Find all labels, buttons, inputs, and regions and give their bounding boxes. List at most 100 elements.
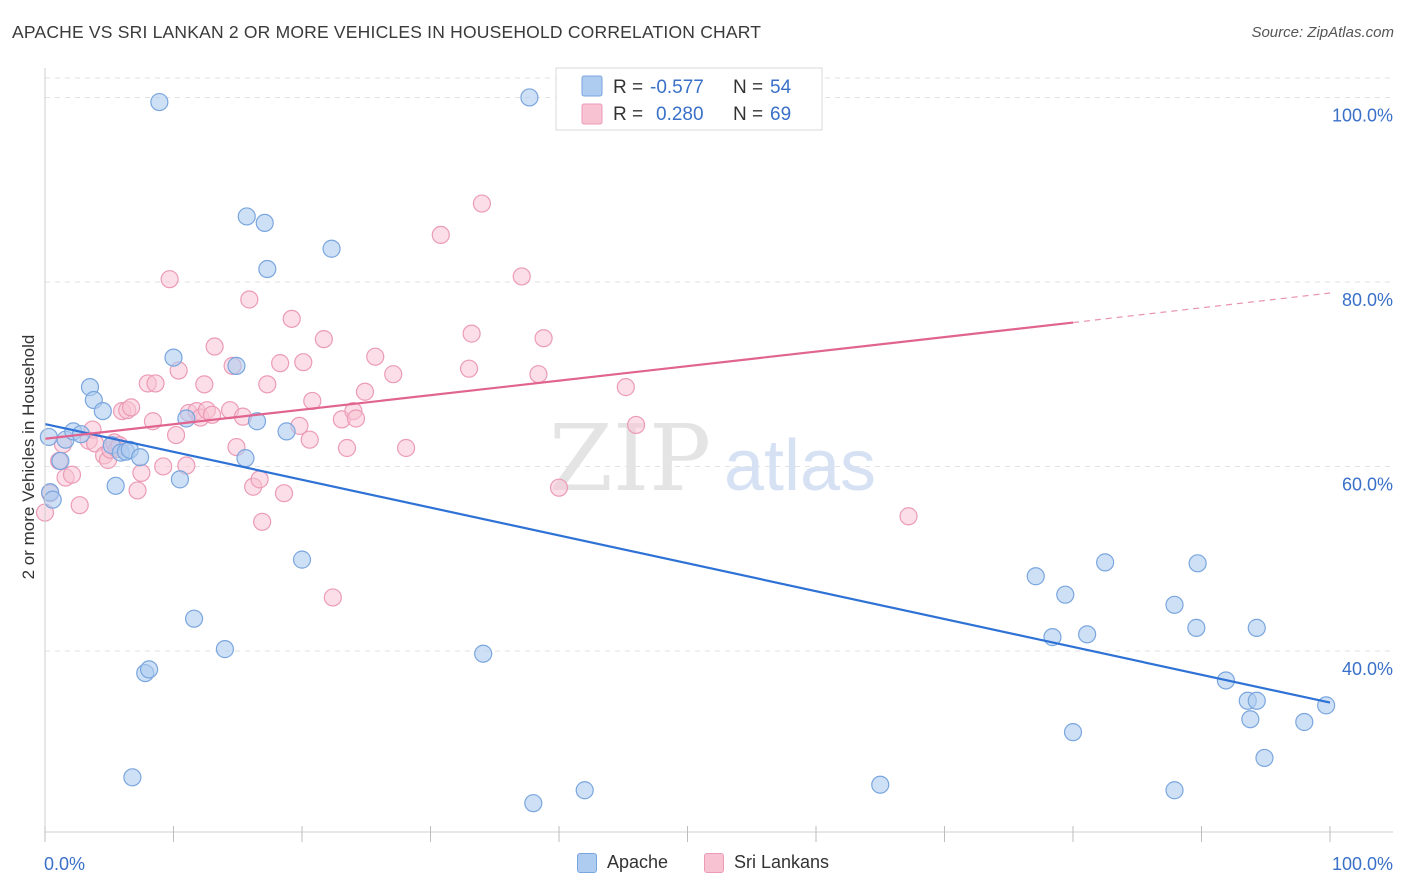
bottom-legend: Apache Sri Lankans <box>0 852 1406 873</box>
legend: R = -0.577 N = 54 R = 0.280 N = 69 <box>555 67 823 131</box>
bottom-legend-srilankan: Sri Lankans <box>704 852 829 873</box>
srilankan-point <box>472 194 491 213</box>
srilankan-point <box>899 507 918 526</box>
apache-point <box>575 781 594 800</box>
srilankan-point <box>121 398 141 417</box>
srilankan-point <box>160 270 179 289</box>
apache-point <box>258 259 277 279</box>
srilankan-point <box>154 457 173 476</box>
srilankan-point <box>166 425 186 445</box>
srilankan-point <box>258 375 277 394</box>
apache-swatch <box>576 852 597 873</box>
apache-point <box>871 775 890 794</box>
apache-point <box>236 449 255 468</box>
y-tick-label: 80.0% <box>1342 290 1393 310</box>
apache-point <box>227 356 246 375</box>
apache-point <box>1255 748 1274 768</box>
apache-point <box>106 476 125 495</box>
apache-point <box>43 490 62 509</box>
bottom-legend-apache: Apache <box>576 852 668 873</box>
apache-point <box>474 644 493 663</box>
srilankan-point <box>195 375 214 394</box>
apache-point <box>184 609 204 628</box>
legend-r-label-apache: R = <box>613 77 643 98</box>
apache-point <box>1241 710 1260 729</box>
srilankan-point <box>274 484 294 503</box>
x-tick-label-0: 0.0% <box>44 854 85 874</box>
srilankan-point <box>250 470 269 489</box>
srilankan-point <box>282 309 301 328</box>
apache-point <box>1295 712 1314 732</box>
apache-point <box>123 768 142 787</box>
srilankan-point <box>549 478 569 497</box>
chart-title: APACHE VS SRI LANKAN 2 OR MORE VEHICLES … <box>12 22 762 42</box>
y-tick-label: 60.0% <box>1342 474 1393 494</box>
srilankan-point <box>132 463 151 483</box>
y-tick-label: 100.0% <box>1332 105 1393 125</box>
apache-point <box>1247 618 1266 637</box>
srilankan-point <box>240 290 259 309</box>
srilankan-points <box>35 194 918 607</box>
apache-point <box>1247 691 1266 710</box>
legend-n-value-srilankan: 69 <box>770 104 791 125</box>
apache-point <box>1056 585 1075 604</box>
axes: 100.0% 80.0% 60.0% 40.0% <box>44 68 1393 842</box>
apache-point <box>524 794 543 813</box>
apache-point <box>93 402 112 421</box>
apache-point <box>51 451 70 471</box>
srilankan-point <box>253 512 272 531</box>
srilankan-point <box>534 329 553 348</box>
legend-swatch-apache <box>581 75 603 97</box>
apache-point <box>247 412 267 431</box>
srilankan-point <box>384 365 403 384</box>
srilankan-point <box>396 438 416 458</box>
apache-point <box>1063 723 1083 742</box>
watermark-atlas: atlas <box>724 426 876 506</box>
srilankan-legend-label: Sri Lankans <box>734 852 830 872</box>
srilankan-point <box>314 330 333 349</box>
apache-point <box>130 448 150 467</box>
apache-point <box>1188 554 1207 573</box>
legend-n-value-apache: 54 <box>770 77 792 98</box>
srilankan-point <box>271 354 290 373</box>
srilankan-point <box>459 359 479 378</box>
srilankan-point <box>366 347 385 366</box>
srilankan-point <box>128 481 147 500</box>
apache-point <box>1165 595 1184 614</box>
srilankan-point <box>512 267 531 286</box>
apache-point <box>237 207 256 226</box>
srilankan-point <box>355 382 375 401</box>
apache-point <box>150 92 169 112</box>
srilankan-swatch <box>704 852 724 873</box>
srilankan-trend-line <box>44 321 1074 440</box>
legend-swatch-srilankan <box>581 103 603 125</box>
legend-r-label-srilankan: R = <box>613 104 643 125</box>
srilankan-point <box>323 588 342 607</box>
apache-point <box>170 470 190 489</box>
srilankan-point <box>62 465 82 484</box>
srilankan-point <box>346 409 366 428</box>
srilankan-trend-extension <box>1072 292 1331 324</box>
apache-point <box>277 422 296 441</box>
legend-n-label-apache: N = <box>733 77 763 98</box>
apache-point <box>1096 553 1115 572</box>
apache-trend-line <box>44 422 1331 704</box>
srilankan-point <box>300 430 319 449</box>
srilankan-point <box>205 337 224 356</box>
y-axis-label: 2 or more Vehicles in Household <box>19 335 38 580</box>
apache-point <box>1078 625 1097 644</box>
srilankan-point <box>70 496 89 515</box>
srilankan-point <box>431 225 450 245</box>
legend-r-value-apache: -0.577 <box>650 77 704 98</box>
apache-point <box>520 88 539 107</box>
apache-point <box>322 239 341 258</box>
trend-lines <box>44 292 1331 704</box>
srilankan-point <box>337 438 357 458</box>
apache-point <box>1026 567 1045 586</box>
legend-r-value-srilankan: 0.280 <box>656 104 704 125</box>
srilankan-point <box>616 378 635 397</box>
apache-point <box>215 640 234 659</box>
srilankan-point <box>146 374 165 393</box>
x-tick-label-100: 100.0% <box>1332 854 1393 874</box>
